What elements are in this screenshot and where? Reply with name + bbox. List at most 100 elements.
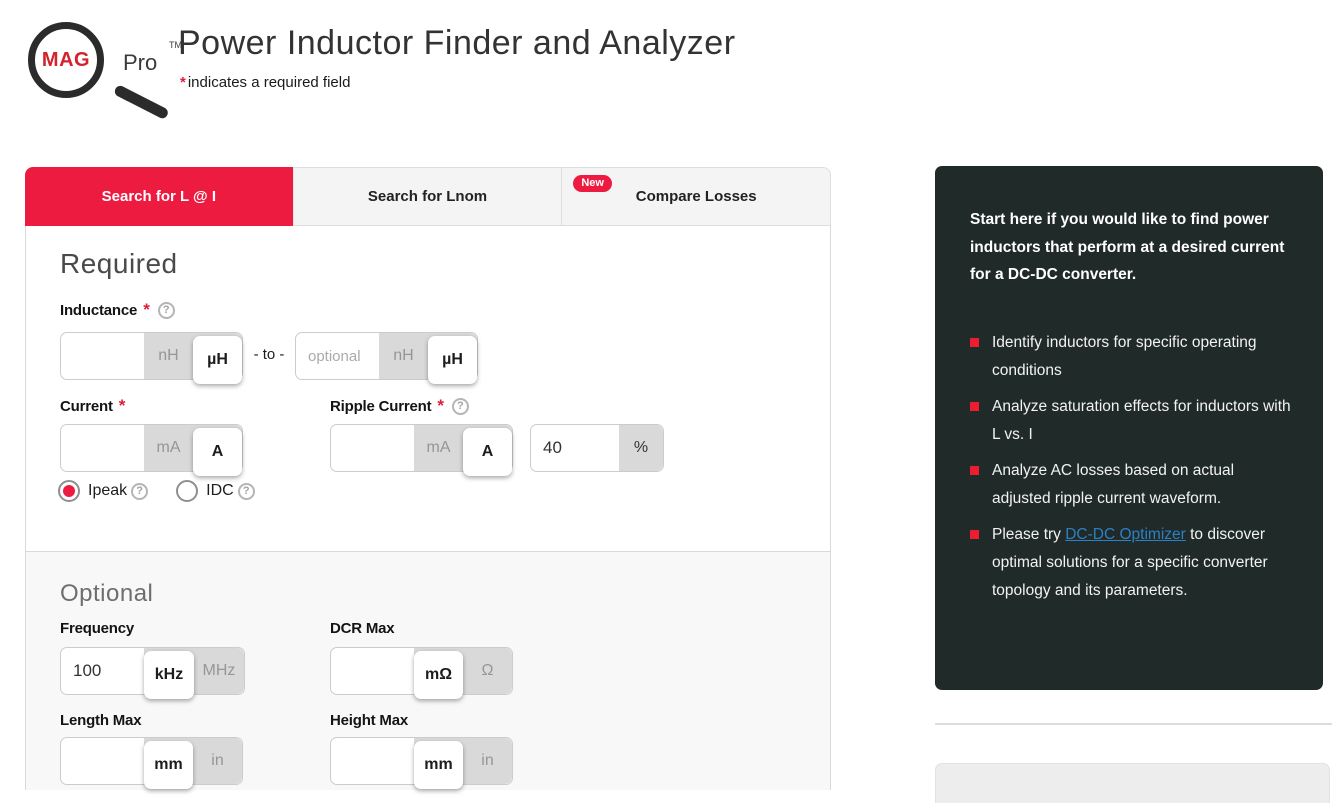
radio-ipeak[interactable]: Ipeak ?	[58, 480, 149, 502]
length-max-label: Length Max	[60, 712, 142, 729]
idc-help-icon[interactable]: ?	[237, 482, 255, 500]
frequency-label-text: Frequency	[60, 620, 135, 637]
inductance-unit-uh[interactable]: µH	[193, 336, 242, 384]
required-panel: Required Inductance * ? nH µH - to - nH …	[25, 226, 831, 551]
info-bullet-4: Please try DC-DC Optimizer to discover o…	[970, 521, 1291, 605]
optional-panel: Optional Frequency kHz MHz DCR Max mΩ Ω …	[25, 551, 831, 790]
frequency-input[interactable]	[61, 648, 144, 694]
inductance-range-unit-toggle: nH µH	[379, 333, 477, 384]
ripple-percent-group: %	[530, 424, 664, 472]
required-note-text: indicates a required field	[187, 74, 351, 91]
new-badge: New	[573, 175, 612, 192]
tab-compare-losses-label: Compare Losses	[635, 188, 757, 205]
magnifier-lens-icon: MAG	[28, 22, 104, 98]
frequency-label: Frequency	[60, 620, 134, 637]
ipeak-help-icon[interactable]: ?	[131, 482, 149, 500]
dc-dc-optimizer-link[interactable]: DC-DC Optimizer	[1065, 525, 1186, 543]
inductance-range-input-group: nH µH	[295, 332, 478, 384]
to-separator: - to -	[253, 346, 285, 363]
logo-mag-text: MAG	[41, 48, 91, 71]
height-unit-toggle: mm in	[414, 738, 512, 789]
dcr-max-input[interactable]	[331, 648, 414, 694]
tab-search-lnom[interactable]: Search for Lnom	[292, 167, 562, 226]
ripple-current-label-text: Ripple Current	[330, 397, 432, 415]
inductance-label-text: Inductance	[60, 301, 138, 319]
required-heading: Required	[60, 248, 178, 279]
tab-compare-losses[interactable]: New Compare Losses	[561, 167, 832, 226]
radio-ipeak-circle[interactable]	[58, 480, 80, 502]
ripple-current-label: Ripple Current * ?	[330, 396, 469, 416]
search-form-card: Search for L @ I Search for Lnom New Com…	[25, 167, 832, 790]
current-input[interactable]	[61, 425, 144, 471]
current-unit-ma[interactable]: mA	[156, 439, 181, 456]
logo-pro-text: Pro	[123, 50, 158, 75]
info-bullet-3: Analyze AC losses based on actual adjust…	[970, 457, 1291, 513]
inductance-help-icon[interactable]: ?	[157, 301, 175, 319]
height-max-input-group: mm in	[330, 737, 513, 789]
frequency-input-group: kHz MHz	[60, 647, 245, 699]
ripple-current-input[interactable]	[331, 425, 414, 471]
radio-ipeak-label: Ipeak	[88, 482, 128, 499]
dcr-max-label: DCR Max	[330, 620, 395, 637]
optional-heading: Optional	[60, 580, 154, 607]
length-unit-in[interactable]: in	[211, 752, 224, 769]
current-label: Current *	[60, 396, 127, 416]
length-unit-mm[interactable]: mm	[144, 741, 193, 789]
radio-idc-circle[interactable]	[176, 480, 199, 502]
ripple-current-help-icon[interactable]: ?	[451, 397, 469, 415]
percent-unit-label: %	[619, 425, 663, 471]
info-intro: Start here if you would like to find pow…	[970, 211, 1285, 283]
inductance-range-input[interactable]	[296, 333, 379, 379]
length-max-input-group: mm in	[60, 737, 243, 789]
inductance-range-unit-uh[interactable]: µH	[428, 336, 477, 384]
current-unit-a[interactable]: A	[193, 428, 242, 476]
dcr-max-input-group: mΩ Ω	[330, 647, 513, 699]
tab-bar: Search for L @ I Search for Lnom New Com…	[25, 167, 832, 226]
sidebar-divider	[935, 723, 1332, 725]
inductance-input[interactable]	[61, 333, 144, 379]
bullet4-suffix: to discover optimal solutions for a spec…	[992, 525, 1268, 599]
page-title: Power Inductor Finder and Analyzer	[178, 24, 736, 62]
frequency-unit-mhz[interactable]: MHz	[202, 662, 236, 679]
ripple-unit-a[interactable]: A	[463, 428, 512, 476]
inductance-required-asterisk: *	[143, 300, 150, 319]
height-max-input[interactable]	[331, 738, 414, 784]
bullet4-prefix: Please try	[992, 525, 1066, 543]
height-max-label: Height Max	[330, 712, 408, 729]
current-input-group: mA A	[60, 424, 243, 476]
ripple-percent-input[interactable]	[531, 425, 619, 471]
height-unit-in[interactable]: in	[481, 752, 494, 769]
ripple-unit-toggle: mA A	[414, 425, 512, 476]
frequency-unit-khz[interactable]: kHz	[144, 651, 194, 699]
info-bullet-2: Analyze saturation effects for inductors…	[970, 393, 1291, 449]
inductance-input-group: nH µH	[60, 332, 243, 384]
height-unit-mm[interactable]: mm	[414, 741, 463, 789]
inductance-label: Inductance * ?	[60, 300, 175, 320]
current-label-text: Current	[60, 397, 113, 415]
current-unit-toggle: mA A	[144, 425, 242, 476]
height-max-label-text: Height Max	[330, 712, 409, 729]
required-asterisk: *	[180, 74, 186, 91]
required-field-note: * indicates a required field	[178, 74, 350, 91]
magpro-logo: MAG Pro TM	[22, 8, 187, 121]
sidebar-next-card	[935, 763, 1330, 803]
dcr-max-label-text: DCR Max	[330, 620, 395, 637]
info-bullet-list: Identify inductors for specific operatin…	[970, 329, 1291, 605]
radio-idc[interactable]: IDC ?	[176, 480, 255, 502]
current-required-asterisk: *	[118, 396, 126, 415]
frequency-unit-toggle: kHz MHz	[144, 648, 244, 699]
dcr-unit-toggle: mΩ Ω	[414, 648, 512, 699]
length-max-input[interactable]	[61, 738, 144, 784]
inductance-unit-toggle: nH µH	[144, 333, 242, 384]
ripple-current-input-group: mA A	[330, 424, 513, 476]
inductance-unit-nh[interactable]: nH	[158, 347, 179, 364]
tab-search-l-at-i[interactable]: Search for L @ I	[25, 167, 293, 226]
dcr-unit-mohm[interactable]: mΩ	[414, 651, 463, 699]
ripple-unit-ma[interactable]: mA	[426, 439, 451, 456]
length-max-label-text: Length Max	[60, 712, 142, 729]
info-panel: Start here if you would like to find pow…	[935, 166, 1323, 690]
info-bullet-1: Identify inductors for specific operatin…	[970, 329, 1291, 385]
inductance-range-unit-nh[interactable]: nH	[393, 347, 414, 364]
current-type-radio-group: Ipeak ? IDC ?	[58, 480, 255, 502]
dcr-unit-ohm[interactable]: Ω	[481, 662, 494, 679]
